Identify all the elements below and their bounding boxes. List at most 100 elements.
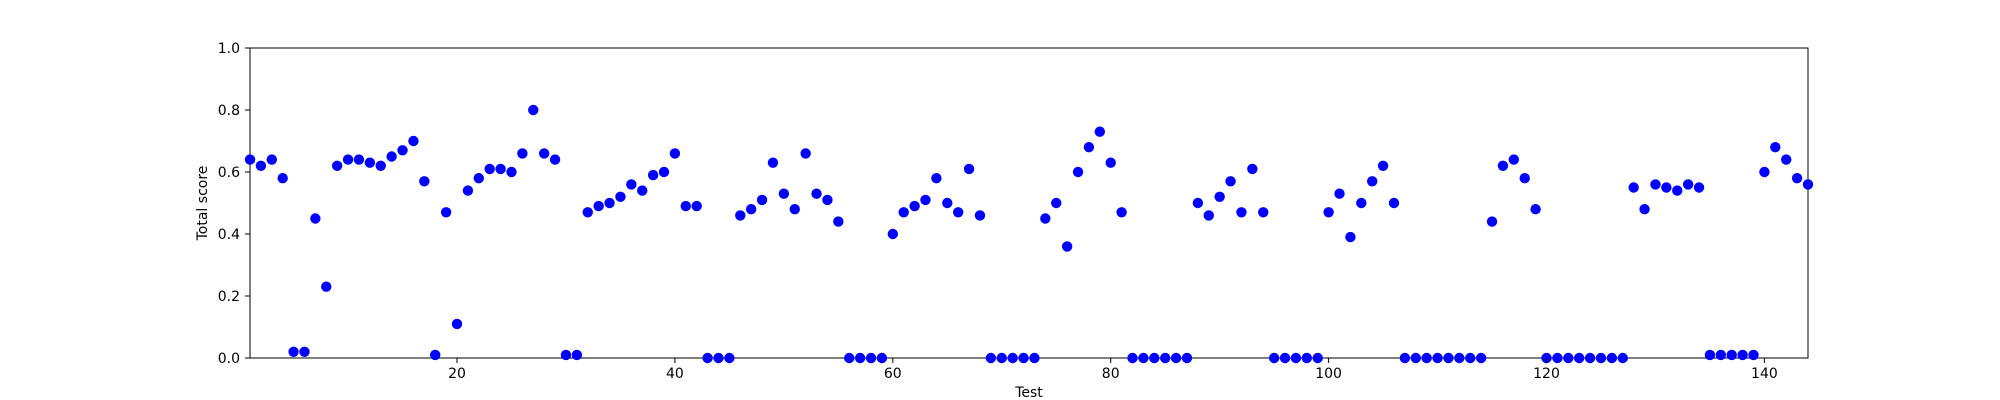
data-point-35 [615,191,626,202]
data-point-61 [898,207,909,218]
data-point-14 [386,151,397,162]
data-point-70 [996,352,1007,364]
data-point-50 [778,188,790,199]
data-point-43 [702,352,713,364]
data-point-3 [266,154,277,165]
data-point-79 [1094,126,1106,137]
data-point-121 [1552,352,1563,364]
data-point-137 [1726,349,1737,361]
data-point-76 [1061,241,1073,252]
data-point-127 [1617,352,1628,364]
data-point-6 [299,346,310,357]
data-point-125 [1595,352,1607,364]
data-point-22 [473,173,484,184]
data-point-114 [1475,352,1487,364]
data-point-62 [909,200,920,212]
data-point-111 [1443,352,1454,364]
data-point-102 [1345,231,1356,243]
data-point-51 [789,204,800,215]
data-point-83 [1138,352,1149,364]
data-point-33 [593,200,604,212]
data-point-126 [1606,352,1618,364]
data-point-29 [549,154,561,165]
data-point-128 [1628,182,1639,193]
x-tick-label-140: 140 [1751,366,1778,382]
data-point-13 [375,160,386,171]
data-point-140 [1759,166,1770,178]
data-point-45 [724,352,735,364]
data-point-36 [626,179,637,190]
data-point-54 [822,194,833,206]
data-point-96 [1279,352,1291,364]
data-point-8 [321,281,332,292]
data-point-11 [353,154,365,165]
data-point-66 [952,207,964,218]
data-point-113 [1465,352,1476,364]
data-point-48 [756,194,768,206]
data-point-40 [669,148,681,159]
data-point-20 [451,318,463,330]
data-point-16 [408,135,419,147]
data-point-99 [1312,352,1323,364]
data-point-119 [1530,204,1541,215]
data-point-59 [876,352,888,364]
data-point-112 [1454,352,1465,364]
data-point-53 [811,188,822,199]
data-point-104 [1367,176,1378,187]
x-tick-label-80: 80 [1102,366,1120,382]
data-point-144 [1802,179,1814,190]
data-point-82 [1127,352,1138,364]
data-point-98 [1301,352,1313,364]
data-point-136 [1715,349,1727,361]
y-axis-ticks: 0.0 0.2 0.4 0.6 0.8 1.0 [218,41,250,367]
data-point-19 [440,207,452,218]
data-point-49 [767,157,779,168]
data-point-97 [1290,352,1302,364]
data-point-141 [1770,142,1781,153]
y-tick-label-0.2: 0.2 [218,289,240,305]
data-point-72 [1018,352,1029,364]
plot-frame [249,47,1809,359]
y-tick-label-0.8: 0.8 [218,103,240,119]
data-point-64 [931,173,942,184]
data-point-106 [1388,197,1400,209]
data-point-10 [342,154,354,165]
data-point-75 [1051,197,1062,209]
data-point-139 [1748,349,1759,361]
data-point-27 [528,104,539,116]
x-axis-ticks: 20 40 60 80 100 120 140 [448,358,1778,382]
x-tick-label-120: 120 [1533,366,1560,382]
data-point-34 [604,197,615,209]
data-point-100 [1323,207,1334,218]
y-tick-label-1.0: 1.0 [218,41,240,57]
data-point-28 [538,148,550,159]
data-point-47 [745,204,757,215]
data-point-143 [1791,173,1803,184]
data-point-15 [397,145,408,156]
data-point-39 [658,166,670,178]
data-point-85 [1159,352,1171,364]
data-point-1 [244,154,256,165]
data-point-37 [637,185,648,196]
data-point-135 [1704,349,1716,361]
y-tick-label-0.6: 0.6 [218,165,240,181]
data-point-109 [1421,352,1432,364]
data-point-2 [255,160,267,171]
data-point-91 [1225,176,1236,187]
data-point-56 [844,352,855,364]
data-point-68 [974,210,986,221]
data-point-7 [310,213,321,224]
data-point-87 [1181,352,1193,364]
data-point-78 [1083,142,1095,153]
data-point-5 [288,346,299,357]
data-point-26 [517,148,528,159]
data-point-44 [713,352,724,364]
data-point-60 [887,228,899,240]
data-point-134 [1693,182,1705,193]
data-point-95 [1268,352,1280,364]
x-tick-label-40: 40 [666,366,684,382]
data-point-129 [1639,204,1650,215]
data-point-41 [680,200,691,212]
data-point-57 [854,352,866,364]
